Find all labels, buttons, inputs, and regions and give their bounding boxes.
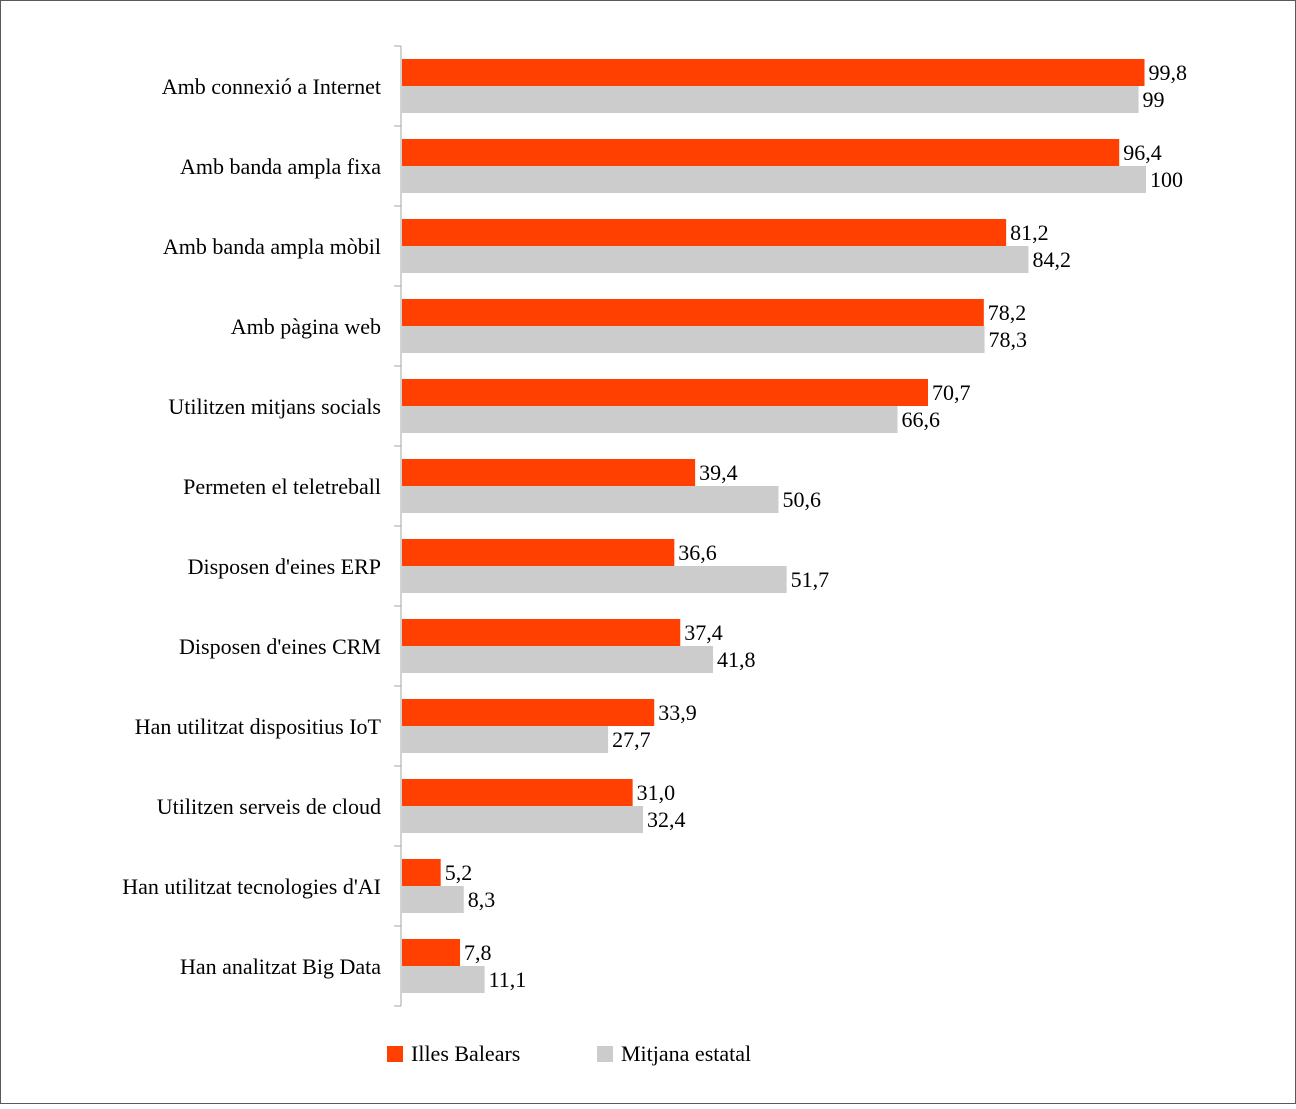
labels-group: 99,8 96,4 81,2 78,2 70,7 39,4 36,6 37,4 33,9 31,0… bbox=[445, 60, 1187, 992]
category-label: Han utilitzat tecnologies d'AI bbox=[122, 874, 381, 899]
data-label: 32,4 bbox=[647, 807, 686, 832]
category-label: Amb pàgina web bbox=[231, 314, 381, 339]
category-label: Han utilitzat dispositius IoT bbox=[135, 714, 382, 739]
bar-illes-balears bbox=[402, 459, 696, 486]
bar-mitjana-estatal bbox=[402, 406, 898, 433]
bar-illes-balears bbox=[402, 219, 1007, 246]
data-label: 78,2 bbox=[988, 300, 1027, 325]
category-label: Disposen d'eines CRM bbox=[179, 634, 381, 659]
data-label: 81,2 bbox=[1010, 220, 1048, 245]
bar-illes-balears bbox=[402, 299, 984, 326]
bar-illes-balears bbox=[402, 59, 1145, 86]
bar-mitjana-estatal bbox=[402, 566, 787, 593]
bar-illes-balears bbox=[402, 699, 655, 726]
category-label: Han analitzat Big Data bbox=[180, 954, 381, 979]
data-label: 41,8 bbox=[717, 647, 756, 672]
bar-mitjana-estatal bbox=[402, 86, 1139, 113]
data-label: 31,0 bbox=[637, 780, 676, 805]
data-label: 51,7 bbox=[791, 567, 830, 592]
legend-swatch-illes-balears bbox=[387, 1046, 403, 1062]
category-label: Permeten el teletreball bbox=[183, 474, 381, 499]
data-label: 50,6 bbox=[782, 487, 821, 512]
data-label: 5,2 bbox=[445, 860, 473, 885]
data-label: 33,9 bbox=[658, 700, 697, 725]
data-label: 7,8 bbox=[464, 940, 492, 965]
bar-illes-balears bbox=[402, 859, 441, 886]
category-axis: Amb connexió a Internet Amb banda ampla f… bbox=[122, 45, 402, 1007]
bar-illes-balears bbox=[402, 779, 633, 806]
legend-label: Mitjana estatal bbox=[621, 1041, 751, 1066]
bar-illes-balears bbox=[402, 939, 461, 966]
bar-mitjana-estatal bbox=[402, 726, 609, 753]
bar-mitjana-estatal bbox=[402, 646, 713, 673]
category-label: Disposen d'eines ERP bbox=[188, 554, 381, 579]
legend-label: Illes Balears bbox=[411, 1041, 520, 1066]
bars-group bbox=[402, 59, 1146, 993]
legend-swatch-mitjana-estatal bbox=[597, 1046, 613, 1062]
bar-mitjana-estatal bbox=[402, 246, 1029, 273]
data-label: 78,3 bbox=[989, 327, 1028, 352]
bar-mitjana-estatal bbox=[402, 966, 485, 993]
bar-mitjana-estatal bbox=[402, 486, 779, 513]
bar-mitjana-estatal bbox=[402, 886, 464, 913]
category-label: Utilitzen mitjans socials bbox=[168, 394, 381, 419]
bar-mitjana-estatal bbox=[402, 166, 1146, 193]
data-label: 70,7 bbox=[932, 380, 971, 405]
data-label: 37,4 bbox=[684, 620, 723, 645]
data-label: 100 bbox=[1150, 167, 1183, 192]
data-label: 11,1 bbox=[489, 967, 527, 992]
bar-illes-balears bbox=[402, 539, 675, 566]
category-label: Utilitzen serveis de cloud bbox=[157, 794, 381, 819]
data-label: 99,8 bbox=[1149, 60, 1188, 85]
bar-illes-balears bbox=[402, 379, 929, 406]
bar-illes-balears bbox=[402, 139, 1120, 166]
bar-mitjana-estatal bbox=[402, 326, 985, 353]
bar-mitjana-estatal bbox=[402, 806, 644, 833]
category-label: Amb banda ampla fixa bbox=[180, 154, 381, 179]
data-label: 99 bbox=[1143, 87, 1165, 112]
data-label: 84,2 bbox=[1032, 247, 1071, 272]
data-label: 96,4 bbox=[1123, 140, 1162, 165]
data-label: 27,7 bbox=[612, 727, 651, 752]
data-label: 36,6 bbox=[678, 540, 717, 565]
data-label: 8,3 bbox=[468, 887, 496, 912]
data-label: 39,4 bbox=[699, 460, 738, 485]
category-label: Amb connexió a Internet bbox=[162, 74, 381, 99]
bar-illes-balears bbox=[402, 619, 681, 646]
category-label: Amb banda ampla mòbil bbox=[163, 234, 381, 259]
data-label: 66,6 bbox=[902, 407, 941, 432]
legend: Illes Balears Mitjana estatal bbox=[387, 1041, 751, 1066]
